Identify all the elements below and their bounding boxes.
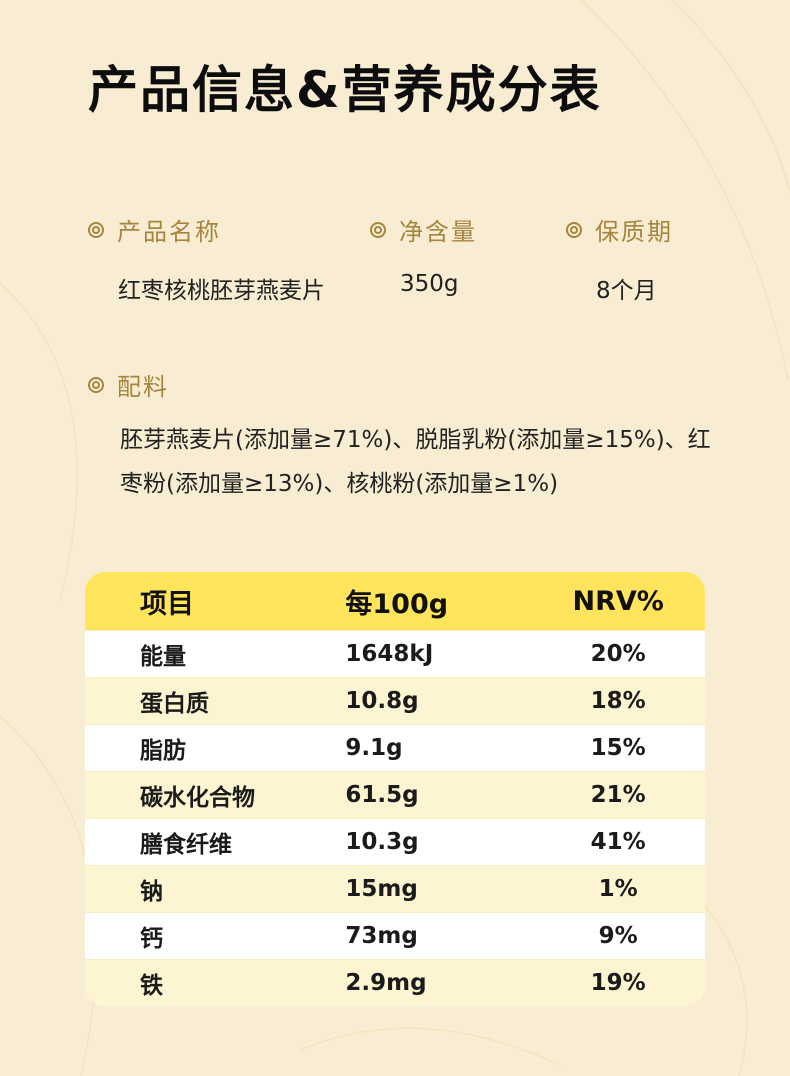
nutrient-amount: 10.8g <box>345 688 419 714</box>
ring-bullet-icon <box>370 221 386 238</box>
nutrient-nrv: 1% <box>598 876 638 902</box>
nutrient-name: 脂肪 <box>140 738 186 764</box>
nutrient-name: 钙 <box>140 926 163 952</box>
table-row: 脂肪 9.1g 15% <box>85 724 705 771</box>
ingredients-text: 胚芽燕麦片(添加量≥71%)、脱脂乳粉(添加量≥15%)、红枣粉(添加量≥13%… <box>120 427 711 497</box>
nutrient-nrv: 21% <box>590 782 646 808</box>
nutrient-nrv: 9% <box>598 923 638 949</box>
net-content-value: 350g <box>400 271 459 297</box>
table-row: 铁 2.9mg 19% <box>85 959 705 1006</box>
table-row: 钠 15mg 1% <box>85 865 705 912</box>
page-title: 产品信息&营养成分表 <box>88 61 602 119</box>
nutrient-name: 钠 <box>140 879 163 905</box>
nutrient-amount: 61.5g <box>345 782 419 808</box>
nutrient-amount: 9.1g <box>345 735 403 761</box>
table-row: 膳食纤维 10.3g 41% <box>85 818 705 865</box>
table-row: 碳水化合物 61.5g 21% <box>85 771 705 818</box>
product-name-value: 红枣核桃胚芽燕麦片 <box>118 278 325 304</box>
nutrient-amount: 1648kJ <box>345 641 434 667</box>
nutrient-name: 膳食纤维 <box>140 832 232 858</box>
net-content-label: 净含量 <box>399 218 477 246</box>
nutrient-amount: 10.3g <box>345 829 419 855</box>
nutrient-nrv: 18% <box>590 688 646 714</box>
table-row: 蛋白质 10.8g 18% <box>85 677 705 724</box>
ingredients-section: 配料 胚芽燕麦片(添加量≥71%)、脱脂乳粉(添加量≥15%)、红枣粉(添加量≥… <box>88 367 790 506</box>
ingredients-label: 配料 <box>117 373 169 401</box>
content: 产品信息&营养成分表 产品名称 红枣核桃胚芽燕麦片 净含量 350g <box>0 50 790 1006</box>
nutrient-nrv: 20% <box>590 641 646 667</box>
nutrient-name: 蛋白质 <box>140 691 209 717</box>
info-item-product-name: 产品名称 红枣核桃胚芽燕麦片 <box>88 212 370 305</box>
info-item-shelf-life: 保质期 8个月 <box>566 212 776 305</box>
label-line: 产品名称 <box>88 212 370 247</box>
label-line: 配料 <box>88 367 790 402</box>
nutrient-amount: 2.9mg <box>345 970 427 996</box>
shelf-life-label: 保质期 <box>595 218 673 246</box>
table-header-row: 项目 每100g NRV% <box>85 572 705 630</box>
ring-bullet-icon <box>88 221 104 238</box>
product-name-label: 产品名称 <box>117 218 221 246</box>
shelf-life-value: 8个月 <box>596 278 657 304</box>
nutrient-name: 铁 <box>140 973 163 999</box>
nutrient-nrv: 41% <box>590 829 646 855</box>
nutrient-name: 能量 <box>140 644 186 670</box>
ring-bullet-icon <box>88 376 104 393</box>
column-header-nrv: NRV% <box>572 585 664 617</box>
nutrient-nrv: 19% <box>590 970 646 996</box>
info-item-net-content: 净含量 350g <box>370 212 566 305</box>
label-line: 保质期 <box>566 212 776 247</box>
table-row: 钙 73mg 9% <box>85 912 705 959</box>
column-header-per-100g: 每100g <box>345 588 449 620</box>
nutrient-nrv: 15% <box>590 735 646 761</box>
nutrition-table: 项目 每100g NRV% 能量 1648kJ 20% 蛋白质 10.8g 18… <box>85 572 705 1006</box>
nutrient-amount: 15mg <box>345 876 418 902</box>
nutrient-amount: 73mg <box>345 923 418 949</box>
label-line: 净含量 <box>370 212 566 247</box>
ring-bullet-icon <box>566 221 582 238</box>
product-info-row: 产品名称 红枣核桃胚芽燕麦片 净含量 350g 保质期 8个月 <box>88 212 790 305</box>
nutrient-name: 碳水化合物 <box>140 785 255 811</box>
column-header-item: 项目 <box>140 588 194 620</box>
table-row: 能量 1648kJ 20% <box>85 630 705 677</box>
